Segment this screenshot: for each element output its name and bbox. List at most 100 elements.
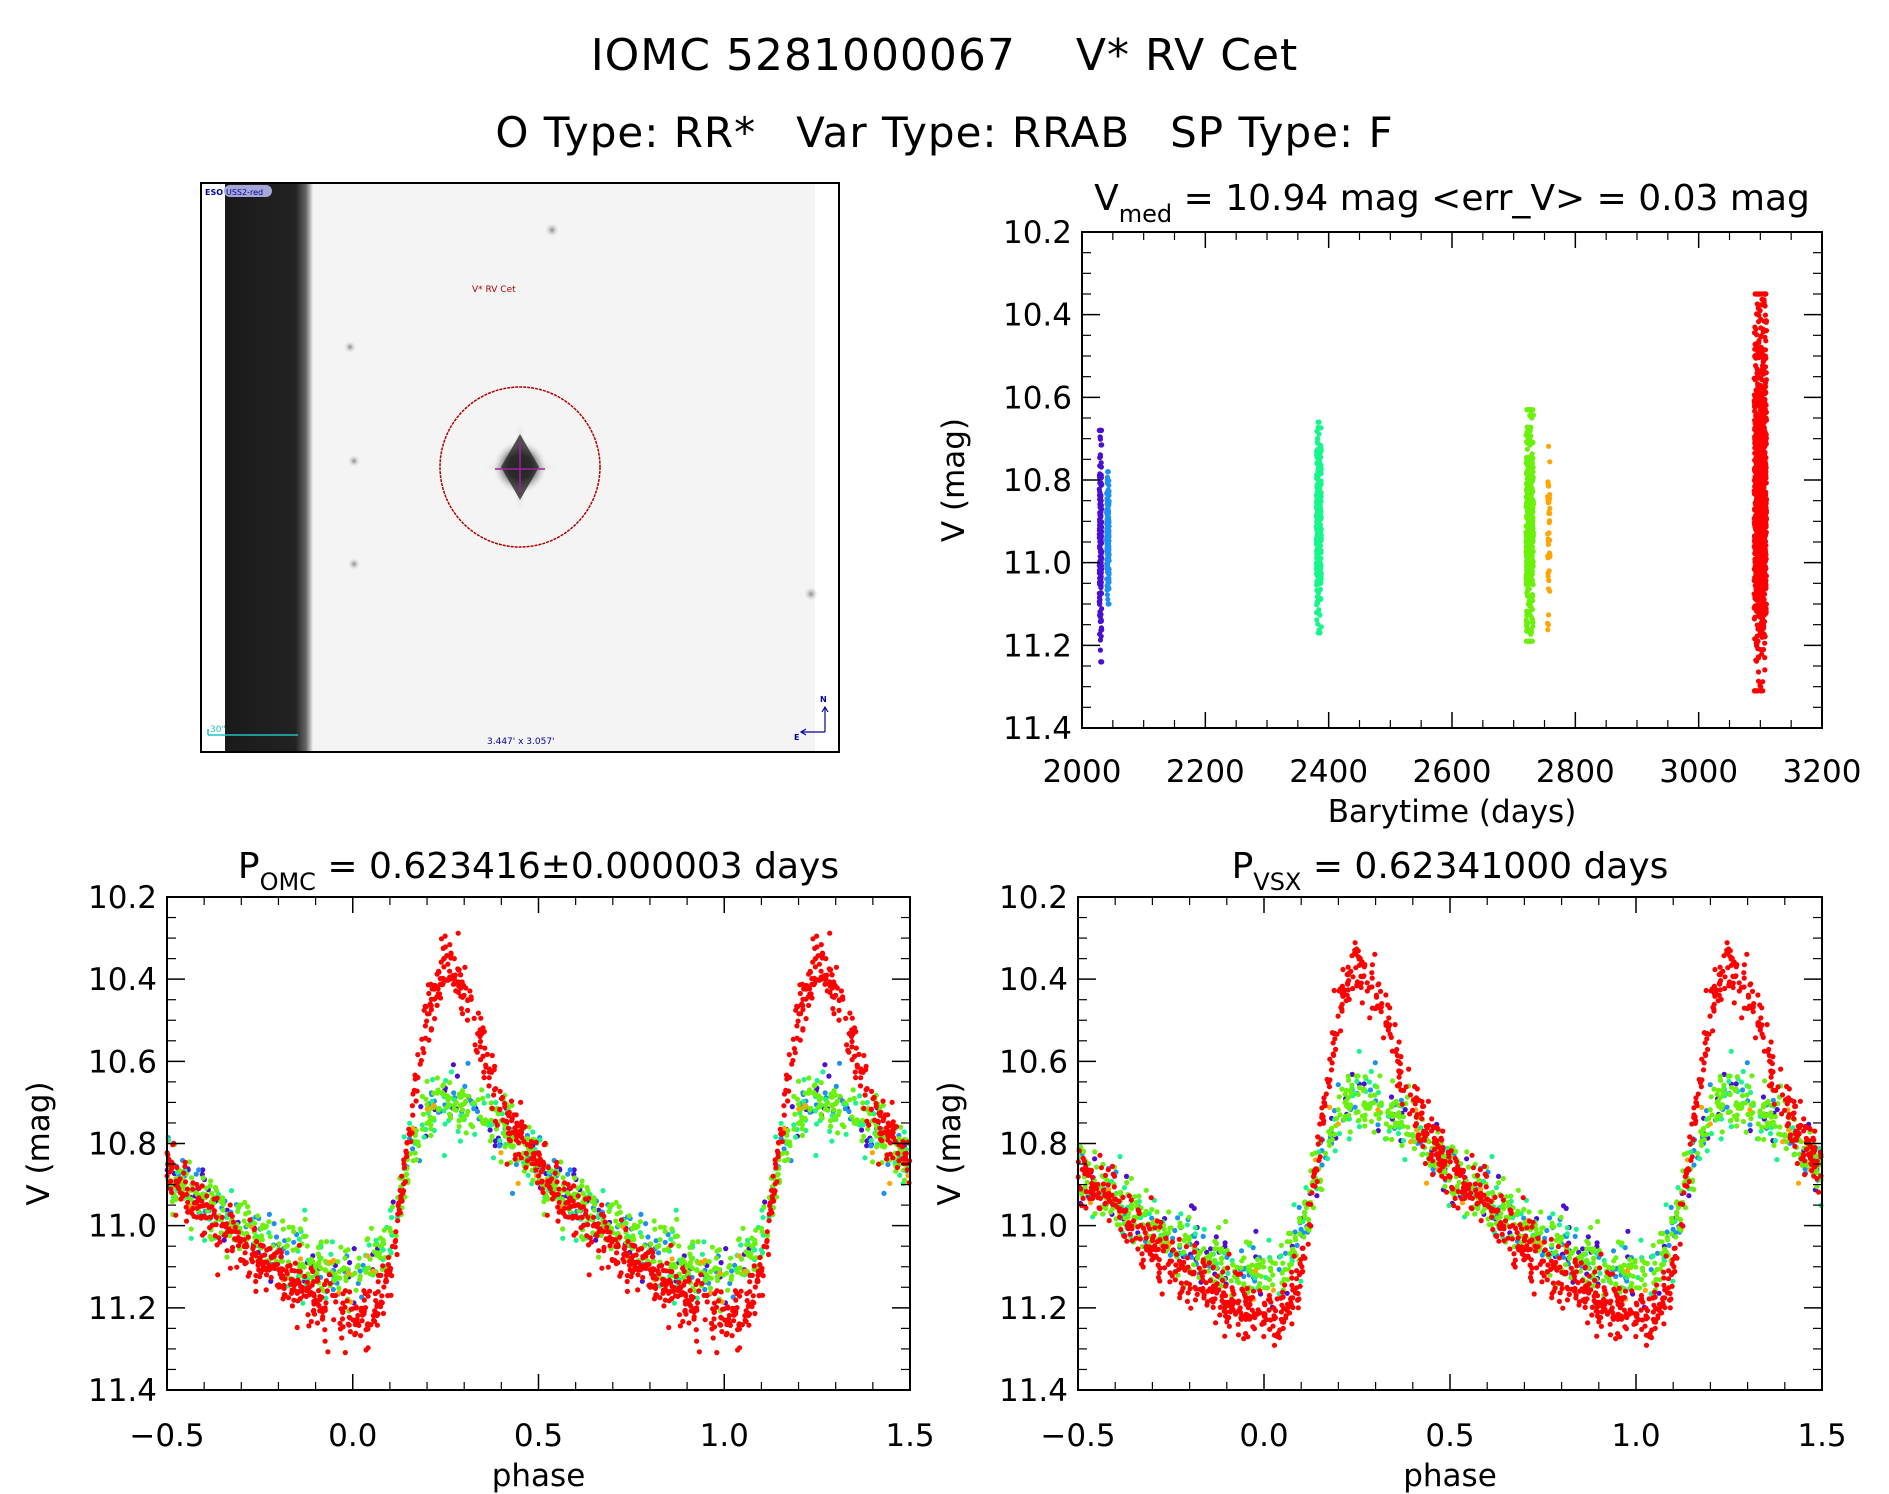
data-point — [315, 1278, 321, 1284]
data-point — [772, 1161, 779, 1167]
data-point — [438, 959, 444, 965]
data-point — [487, 1127, 493, 1133]
data-point — [466, 1093, 472, 1099]
data-point — [1762, 667, 1768, 673]
east-label: E — [794, 733, 799, 742]
data-point — [238, 1256, 244, 1263]
data-point — [167, 1179, 173, 1185]
data-point — [770, 1173, 776, 1179]
data-point — [775, 1139, 782, 1146]
data-point — [426, 990, 432, 997]
data-point — [711, 1324, 718, 1330]
data-point — [499, 1111, 505, 1117]
data-point — [388, 1214, 395, 1221]
data-point — [785, 1098, 791, 1104]
data-point — [787, 1139, 793, 1145]
data-point — [759, 1229, 765, 1235]
data-point — [180, 1185, 186, 1191]
data-point — [320, 1309, 326, 1315]
data-point — [747, 1279, 753, 1285]
data-point — [1758, 333, 1764, 339]
x-tick-label: 1.0 — [700, 1418, 749, 1454]
data-point — [1758, 540, 1764, 546]
data-point — [727, 1280, 733, 1286]
data-point — [661, 1303, 667, 1309]
data-point — [731, 1306, 738, 1312]
data-point — [266, 1246, 272, 1252]
data-point — [769, 1196, 776, 1202]
data-point — [1755, 524, 1761, 530]
data-point — [671, 1300, 677, 1306]
data-point — [524, 1158, 531, 1164]
data-point — [868, 1137, 874, 1144]
chart-lightcurve: 2000 2200 2400 2600 2800 3000 320010.210.410.6… — [936, 178, 1861, 830]
data-point — [851, 1095, 857, 1101]
data-point — [263, 1287, 269, 1293]
data-point — [280, 1218, 286, 1224]
data-point — [863, 1063, 869, 1069]
data-point — [1527, 427, 1533, 433]
data-point — [813, 1152, 819, 1159]
data-point — [702, 1286, 708, 1293]
data-point — [540, 1189, 546, 1196]
data-point — [752, 1284, 759, 1290]
data-point — [404, 1139, 410, 1146]
data-point — [871, 1111, 877, 1117]
data-point — [414, 1074, 420, 1080]
data-point — [710, 1335, 716, 1341]
data-point — [204, 1193, 210, 1199]
y-tick-label: 11.2 — [1003, 628, 1072, 664]
data-point — [1754, 301, 1760, 307]
data-point — [690, 1294, 696, 1300]
data-point — [327, 1259, 333, 1265]
data-point — [738, 1288, 744, 1294]
data-point — [361, 1297, 367, 1303]
data-point — [245, 1234, 251, 1240]
data-point — [849, 1114, 855, 1120]
data-point — [340, 1324, 346, 1330]
data-point — [858, 1069, 864, 1075]
data-point — [184, 1186, 190, 1192]
data-point — [1757, 606, 1763, 612]
data-point — [245, 1204, 251, 1210]
data-point — [469, 1124, 476, 1130]
data-point — [1526, 481, 1532, 487]
data-point — [457, 1102, 463, 1109]
data-point — [860, 1117, 866, 1123]
data-point — [761, 1204, 767, 1210]
data-point — [894, 1164, 901, 1171]
data-point — [471, 1100, 477, 1106]
data-point — [209, 1204, 215, 1210]
data-point — [322, 1267, 328, 1273]
data-point — [220, 1221, 226, 1227]
object-name: V* RV Cet — [1075, 30, 1299, 81]
data-point — [480, 1053, 486, 1059]
data-point — [896, 1158, 902, 1164]
data-point — [186, 1159, 192, 1165]
data-point — [1527, 600, 1533, 606]
data-point — [601, 1213, 607, 1219]
data-point — [492, 1087, 498, 1093]
data-point — [792, 1111, 798, 1117]
data-point — [1316, 491, 1322, 497]
data-point — [875, 1118, 881, 1124]
data-point — [445, 961, 451, 967]
data-point — [340, 1300, 346, 1306]
data-point — [1314, 436, 1321, 442]
x-tick-label: 1.5 — [885, 1418, 934, 1454]
data-point — [1318, 562, 1324, 568]
data-point — [782, 1158, 788, 1164]
data-point — [364, 1237, 370, 1243]
data-point — [801, 1077, 807, 1083]
data-point — [827, 1128, 833, 1134]
data-point — [860, 1122, 866, 1128]
y-tick-label: 11.4 — [1003, 711, 1072, 747]
data-point — [434, 1075, 440, 1081]
data-point — [1758, 401, 1764, 407]
data-point — [395, 1218, 401, 1224]
data-point — [749, 1243, 755, 1249]
data-point — [390, 1199, 396, 1205]
data-point — [1753, 352, 1759, 358]
data-point — [686, 1320, 692, 1326]
data-point — [291, 1283, 297, 1289]
